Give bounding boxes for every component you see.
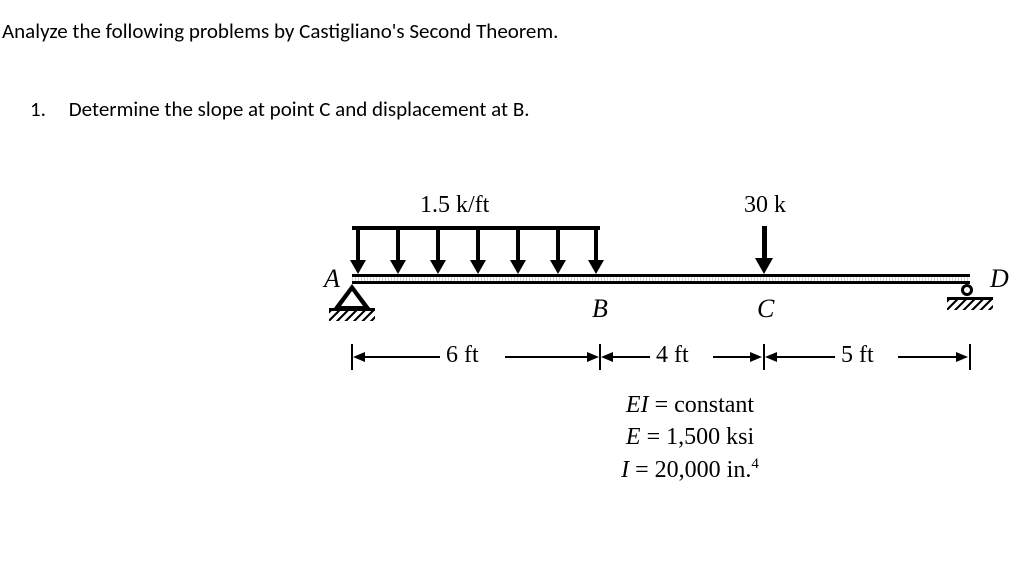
dim-line [613,356,650,358]
point-d-label: D [990,264,1009,294]
equations-block: EI = constant E = 1,500 ksi I = 20,000 i… [560,389,820,486]
point-load-label: 30 k [744,192,786,219]
beam-diagram: 1.5 k/ft 30 k A B C D 6 ft 4 ft 5 ft [0,164,1014,504]
dim-cd-label: 5 ft [835,342,880,369]
dim-line [777,356,835,358]
intro-text: Analyze the following problems by Castig… [0,18,1014,44]
beam-element [352,274,970,284]
point-c-label: C [757,294,774,324]
point-load-arrow-icon [764,226,773,274]
dim-line [713,356,750,358]
dim-line [365,356,442,358]
dim-arrow-right-icon [587,352,599,362]
dim-ab-label: 6 ft [440,342,485,369]
problem-statement: 1. Determine the slope at point C and di… [0,96,1014,122]
dim-tick [969,344,971,370]
dim-bc-label: 4 ft [650,342,695,369]
dim-line [505,356,587,358]
dim-arrow-left-icon [601,352,613,362]
eq-e: E = 1,500 ksi [560,421,820,453]
pin-support-icon [352,284,388,321]
point-a-label: A [324,264,340,294]
eq-ei: EI = constant [560,389,820,421]
dim-arrow-left-icon [353,352,365,362]
dim-arrow-right-icon [750,352,762,362]
dim-arrow-right-icon [956,352,968,362]
problem-number: 1. [30,96,64,122]
distributed-load-label: 1.5 k/ft [420,192,489,219]
dim-arrow-left-icon [765,352,777,362]
problem-text: Determine the slope at point C and displ… [69,96,530,122]
eq-i: I = 20,000 in.4 [560,454,820,486]
point-b-label: B [592,294,608,324]
dim-line [898,356,956,358]
